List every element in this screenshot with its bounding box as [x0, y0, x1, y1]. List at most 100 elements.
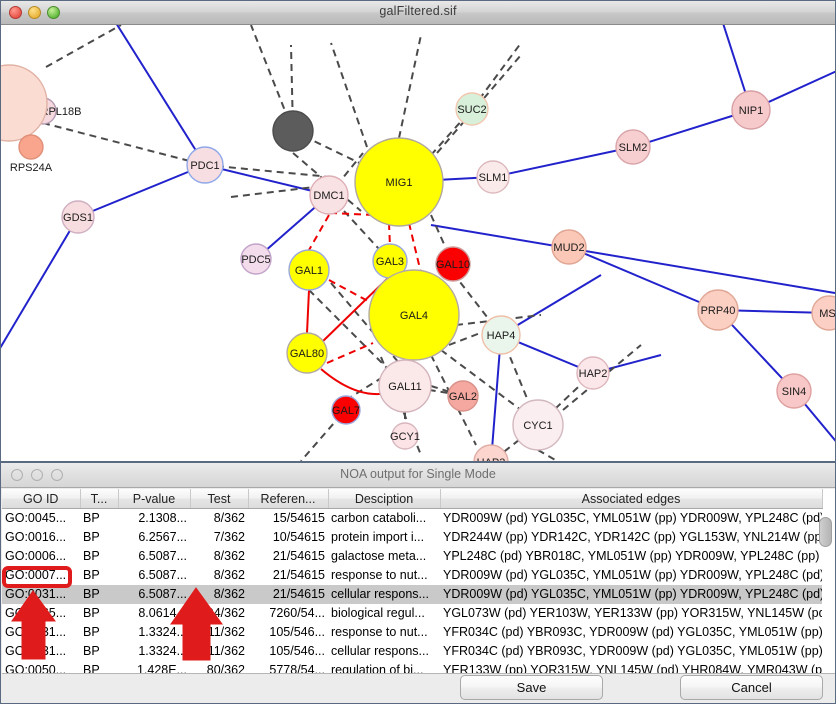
close-button-icon[interactable] [9, 6, 22, 19]
noa-table-body[interactable]: GO:0045... BP 2.1308... 8/362 15/54615 carbon… [2, 509, 822, 674]
noa-table-container[interactable]: GO ID T... P-value Test Referen... Desci… [2, 489, 835, 674]
table-row[interactable]: GO:0007... BP 6.5087... 8/362 21/54615 respon… [2, 566, 822, 585]
node-mud2[interactable]: MUD2 [551, 229, 587, 265]
cell-description: carbon cataboli... [331, 511, 427, 525]
noa-traffic-lights[interactable] [11, 469, 63, 481]
node-label: HAP4 [487, 330, 516, 342]
table-row[interactable]: GO:0016... BP 6.2567... 7/362 10/54615 protei… [2, 528, 822, 547]
cell-reference: 105/546... [269, 644, 325, 658]
node-label: MIG1 [386, 177, 413, 189]
noa-panel-title: NOA output for Single Mode [340, 467, 496, 481]
node-gal2[interactable]: GAL2 [447, 380, 479, 412]
node-label: GAL10 [436, 259, 470, 271]
table-row[interactable]: GO:0045... BP 2.1308... 8/362 15/54615 carbon… [2, 509, 822, 529]
network-canvas[interactable]: RPL18B RPS24A GDS1 PDC1 PDC5 DMC1 SUC2 MIG1 SLM1… [1, 25, 835, 461]
table-row[interactable]: GO:0031... BP 6.5087... 8/362 21/54615 cellul… [2, 585, 822, 604]
table-row[interactable]: GO:0006... BP 6.5087... 8/362 21/54615 galact… [2, 547, 822, 566]
cell-reference: 15/54615 [272, 511, 325, 525]
cell-p-value: 1.428E... [136, 663, 187, 674]
cell-associated-edges: YFR034C (pd) YBR093C, YDR009W (pd) YGL03… [443, 625, 822, 639]
node-prp40[interactable]: PRP40 [697, 289, 739, 331]
node-gal11[interactable]: GAL11 [378, 359, 432, 413]
save-button[interactable]: Save [460, 675, 603, 700]
node-label: GAL1 [295, 265, 323, 277]
table-row[interactable]: GO:0031... BP 1.3324... 11/362 105/546... res… [2, 623, 822, 642]
cell-p-value: 6.5087... [138, 549, 187, 563]
node-slm1[interactable]: SLM1 [476, 160, 510, 194]
node-hap2[interactable]: HAP2 [576, 356, 610, 390]
cancel-button[interactable]: Cancel [680, 675, 823, 700]
cell-go-id: GO:0045... [5, 511, 67, 525]
network-titlebar[interactable]: galFiltered.sif [1, 1, 835, 25]
cell-associated-edges: YPL248C (pd) YBR018C, YML051W (pp) YDR00… [443, 549, 822, 563]
scrollbar-thumb[interactable] [819, 517, 832, 547]
table-row[interactable]: GO:0065... BP 8.0614... 94/362 7260/54... bio… [2, 604, 822, 623]
cell-reference: 21/54615 [272, 568, 325, 582]
node-gray[interactable] [272, 110, 314, 152]
cell-p-value: 8.0614... [138, 606, 187, 620]
window-traffic-lights[interactable] [9, 6, 60, 19]
cell-reference: 5778/54... [269, 663, 325, 674]
node-gds1[interactable]: GDS1 [61, 200, 95, 234]
node-cyc1[interactable]: CYC1 [512, 399, 564, 451]
node-bigpink[interactable] [1, 64, 48, 142]
noa-table[interactable]: GO ID T... P-value Test Referen... Desci… [2, 489, 823, 674]
node-gal80[interactable]: GAL80 [286, 332, 328, 374]
node-rps24a[interactable]: RPS24A [10, 134, 53, 174]
node-label: PDC5 [241, 254, 270, 266]
node-suc2[interactable]: SUC2 [455, 92, 489, 126]
node-gcy1[interactable]: GCY1 [390, 422, 420, 450]
cell-p-value: 1.3324... [138, 644, 187, 658]
node-dmc1[interactable]: DMC1 [309, 175, 349, 215]
column-header-go-id[interactable]: GO ID [2, 489, 81, 509]
node-msn[interactable]: MSI [811, 295, 835, 331]
noa-panel: NOA output for Single Mode GO ID T... P-… [0, 462, 836, 704]
column-header-test[interactable]: Test [190, 489, 249, 509]
node-pdc5[interactable]: PDC5 [240, 243, 272, 275]
cell-p-value: 6.5087... [118, 585, 190, 604]
nodes-layer[interactable]: RPL18B RPS24A GDS1 PDC1 PDC5 DMC1 SUC2 MIG1 SLM1… [1, 64, 835, 461]
node-hap4[interactable]: HAP4 [481, 315, 521, 355]
column-header-description[interactable]: Desciption [328, 489, 441, 509]
blue-edges [1, 25, 835, 461]
cell-type: BP [83, 511, 100, 525]
cell-go-id: GO:0031... [5, 625, 67, 639]
node-gal4[interactable]: GAL4 [368, 269, 460, 361]
cell-type: BP [83, 663, 100, 674]
dashed-edges [42, 25, 642, 461]
window-title: galFiltered.sif [379, 4, 457, 18]
zoom-button-icon[interactable] [47, 6, 60, 19]
node-hap3[interactable]: HAP3 [473, 444, 509, 461]
noa-titlebar[interactable]: NOA output for Single Mode [1, 463, 835, 488]
node-label: SUC2 [457, 104, 486, 116]
column-header-associated-edges[interactable]: Associated edges [440, 489, 823, 509]
table-row[interactable]: GO:0050... BP 1.428E... 80/362 5778/54... reg… [2, 661, 822, 674]
node-nip1[interactable]: NIP1 [731, 90, 771, 130]
node-sin4[interactable]: SIN4 [776, 373, 812, 409]
column-header-p-value[interactable]: P-value [118, 489, 191, 509]
node-label: GAL7 [332, 405, 360, 417]
table-vertical-scrollbar[interactable] [819, 509, 832, 669]
node-gal3[interactable]: GAL3 [372, 243, 408, 279]
node-label: DMC1 [313, 190, 344, 202]
noa-zoom-button-icon[interactable] [51, 469, 63, 481]
node-label: SLM2 [619, 142, 648, 154]
column-header-reference[interactable]: Referen... [248, 489, 329, 509]
column-header-type[interactable]: T... [80, 489, 119, 509]
node-mig1[interactable]: MIG1 [354, 137, 444, 227]
node-pdc1[interactable]: PDC1 [186, 146, 224, 184]
table-row[interactable]: GO:0031... BP 1.3324... 11/362 105/546... cel… [2, 642, 822, 661]
cell-go-id: GO:0031... [5, 644, 67, 658]
cell-type: BP [83, 606, 100, 620]
noa-close-button-icon[interactable] [11, 469, 23, 481]
node-gal1[interactable]: GAL1 [288, 249, 330, 291]
node-gal7[interactable]: GAL7 [331, 395, 361, 425]
network-graph[interactable]: RPL18B RPS24A GDS1 PDC1 PDC5 DMC1 SUC2 MIG1 SLM1… [1, 25, 835, 461]
cell-test: 7/362 [213, 530, 245, 544]
node-gal10[interactable]: GAL10 [435, 246, 471, 282]
cell-description: cellular respons... [328, 585, 440, 604]
minimize-button-icon[interactable] [28, 6, 41, 19]
noa-minimize-button-icon[interactable] [31, 469, 43, 481]
node-slm2[interactable]: SLM2 [615, 129, 651, 165]
